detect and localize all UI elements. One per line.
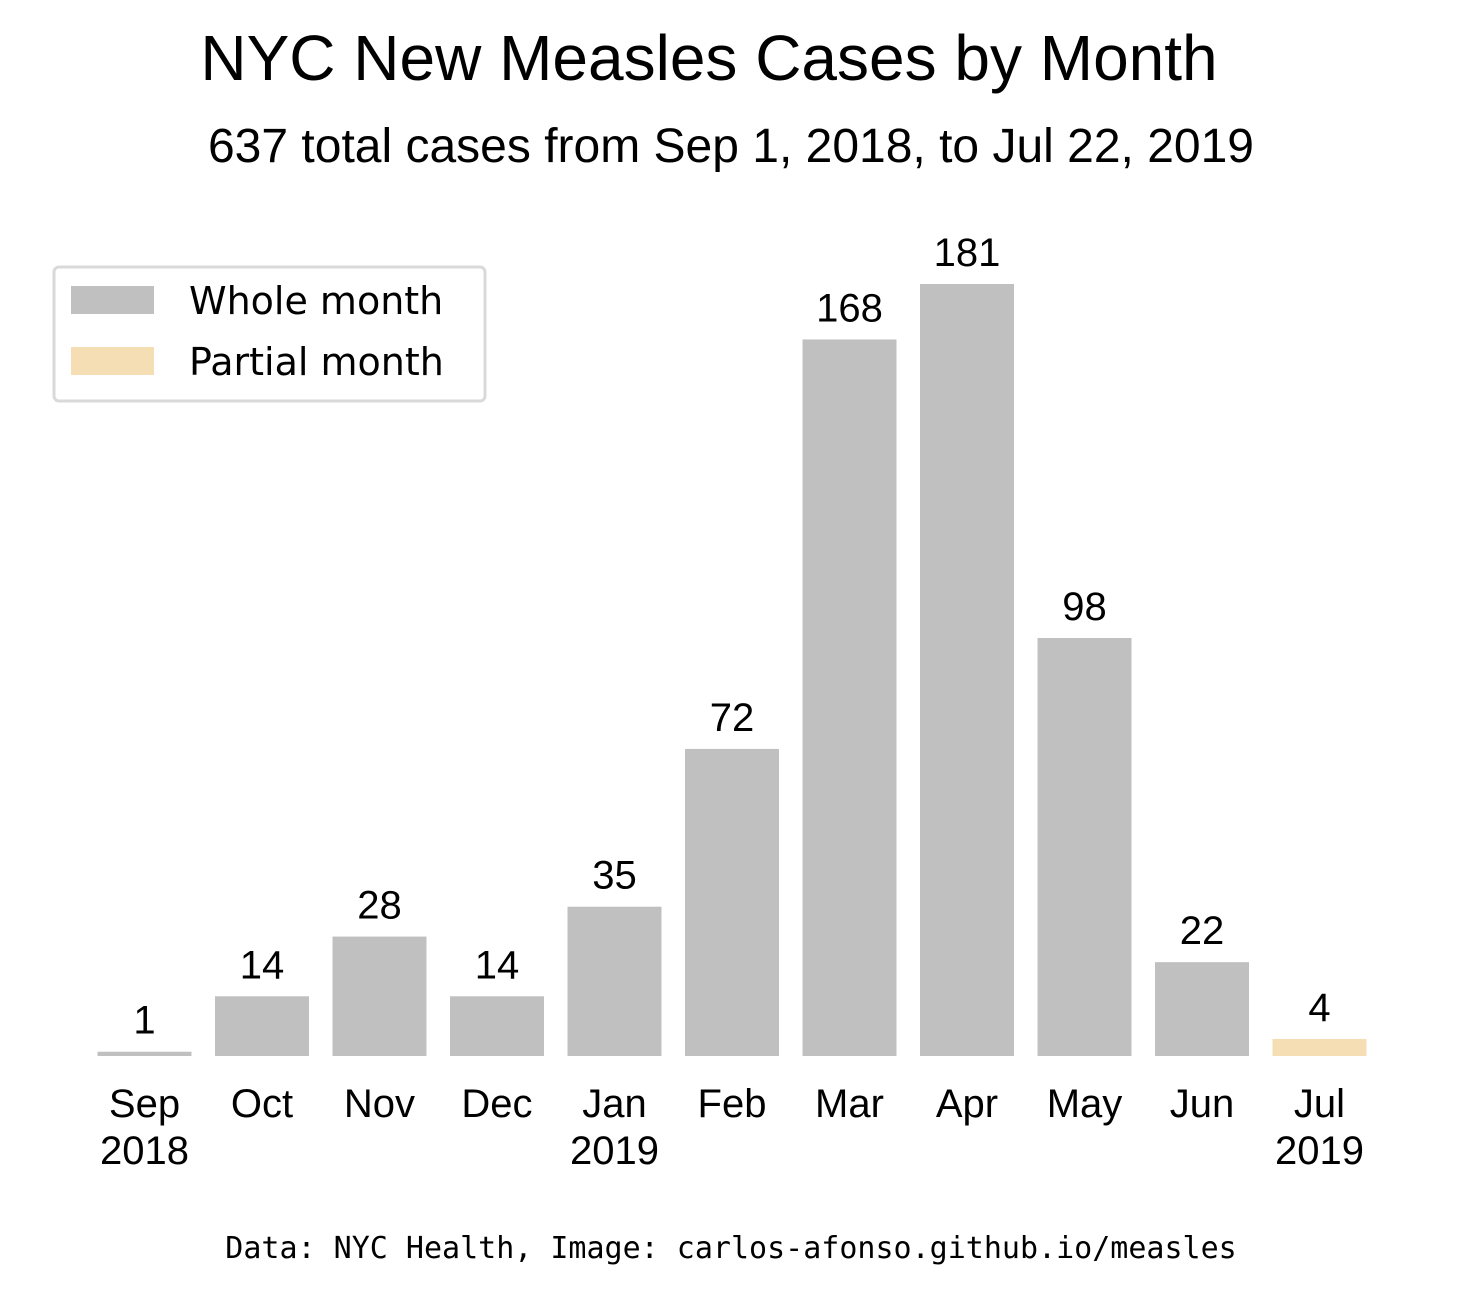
x-tick-label-oct: Oct (231, 1082, 293, 1126)
x-tick-label-sep: Sep (109, 1082, 180, 1126)
bar-value-label-mar: 168 (816, 286, 883, 330)
bar-value-label-jun: 22 (1180, 909, 1225, 953)
bar-oct (215, 996, 309, 1056)
data-credit: Data: NYC Health, Image: carlos-afonso.g… (225, 1231, 1236, 1266)
bar-value-label-nov: 28 (357, 884, 402, 928)
x-tick-label-jul-year: 2019 (1275, 1129, 1364, 1173)
bar-sep (97, 1051, 192, 1056)
bar-feb (685, 748, 779, 1056)
bar-dec (450, 996, 544, 1056)
bars-group (97, 284, 1367, 1056)
chart-subtitle: 637 total cases from Sep 1, 2018, to Jul… (208, 120, 1254, 173)
bar-value-label-feb: 72 (710, 696, 755, 740)
x-tick-label-jan-year: 2019 (570, 1129, 659, 1173)
bar-jul (1272, 1038, 1367, 1056)
legend-box (52, 265, 487, 403)
bar-labels-group: 1 14 28 14 35 72 168 181 98 22 4 (133, 231, 1330, 1043)
x-tick-label-may: May (1047, 1082, 1123, 1126)
bar-may (1037, 638, 1132, 1056)
x-tick-label-jan: Jan (582, 1082, 647, 1126)
legend-label-whole-month: Whole month (189, 279, 443, 323)
bar-value-label-sep: 1 (133, 999, 155, 1043)
x-tick-label-mar: Mar (815, 1082, 884, 1126)
bar-apr (920, 284, 1014, 1056)
x-tick-label-sep-year: 2018 (100, 1129, 189, 1173)
bar-value-label-apr: 181 (934, 231, 1001, 275)
bar-jun (1155, 962, 1249, 1056)
x-tick-label-jul: Jul (1294, 1082, 1345, 1126)
legend: Whole month Partial month (52, 265, 487, 403)
legend-swatch-partial-month (71, 347, 154, 375)
bar-value-label-dec: 14 (475, 943, 520, 987)
x-tick-label-nov: Nov (344, 1082, 415, 1126)
x-tick-label-feb: Feb (698, 1082, 767, 1126)
bar-nov (332, 936, 427, 1056)
x-tick-label-jun: Jun (1170, 1082, 1235, 1126)
bar-jan (567, 906, 662, 1056)
legend-label-partial-month: Partial month (189, 340, 444, 384)
bar-value-label-oct: 14 (240, 943, 285, 987)
bar-value-label-may: 98 (1062, 585, 1107, 629)
bar-mar (802, 339, 897, 1056)
legend-swatch-whole-month (71, 286, 154, 314)
bar-value-label-jan: 35 (592, 854, 637, 898)
chart-title: NYC New Measles Cases by Month (200, 22, 1217, 94)
x-tick-label-dec: Dec (461, 1082, 532, 1126)
bar-value-label-jul: 4 (1308, 986, 1330, 1030)
x-tick-label-apr: Apr (936, 1082, 998, 1126)
